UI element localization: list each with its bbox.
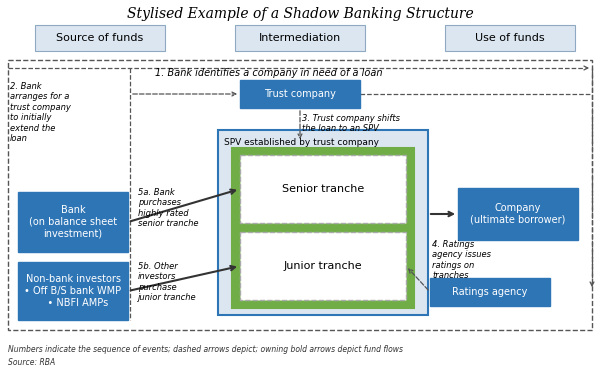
- Text: 3. Trust company shifts
the loan to an SPV: 3. Trust company shifts the loan to an S…: [302, 114, 400, 133]
- Text: Stylised Example of a Shadow Banking Structure: Stylised Example of a Shadow Banking Str…: [127, 7, 473, 21]
- Bar: [8, 60, 592, 330]
- Text: Intermediation: Intermediation: [259, 33, 341, 43]
- Bar: [35, 25, 165, 51]
- Text: Non-bank investors
• Off B/S bank WMP
   • NBFI AMPs: Non-bank investors • Off B/S bank WMP • …: [25, 274, 122, 308]
- Text: 1. Bank identifies a company in need of a loan: 1. Bank identifies a company in need of …: [155, 68, 383, 78]
- Bar: [18, 262, 128, 320]
- Bar: [240, 80, 360, 108]
- Text: Use of funds: Use of funds: [475, 33, 545, 43]
- Bar: [458, 188, 578, 240]
- Bar: [240, 155, 406, 223]
- Text: 2. Bank
arranges for a
trust company
to initially
extend the
loan: 2. Bank arranges for a trust company to …: [10, 82, 71, 143]
- Text: Company
(ultimate borrower): Company (ultimate borrower): [470, 203, 566, 225]
- Text: Source of funds: Source of funds: [56, 33, 143, 43]
- Text: Source: RBA: Source: RBA: [8, 358, 55, 367]
- Text: SPV established by trust company: SPV established by trust company: [224, 138, 379, 147]
- Text: 4. Ratings
agency issues
ratings on
tranches: 4. Ratings agency issues ratings on tran…: [432, 240, 491, 280]
- Bar: [445, 25, 575, 51]
- Bar: [430, 278, 550, 306]
- Text: 5a. Bank
purchases
highly rated
senior tranche: 5a. Bank purchases highly rated senior t…: [138, 188, 199, 228]
- Text: Bank
(on balance sheet
investment): Bank (on balance sheet investment): [29, 205, 117, 239]
- Text: Trust company: Trust company: [264, 89, 336, 99]
- Text: 5b. Other
investors
purchase
junior tranche: 5b. Other investors purchase junior tran…: [138, 262, 197, 302]
- Text: Numbers indicate the sequence of events; dashed arrows depict; owning bold arrow: Numbers indicate the sequence of events;…: [8, 345, 403, 354]
- Bar: [18, 192, 128, 252]
- Text: Junior tranche: Junior tranche: [284, 261, 362, 271]
- Text: Ratings agency: Ratings agency: [452, 287, 527, 297]
- Bar: [235, 25, 365, 51]
- Text: Senior tranche: Senior tranche: [282, 184, 364, 194]
- Bar: [232, 148, 414, 308]
- Bar: [240, 232, 406, 300]
- Bar: [218, 130, 428, 315]
